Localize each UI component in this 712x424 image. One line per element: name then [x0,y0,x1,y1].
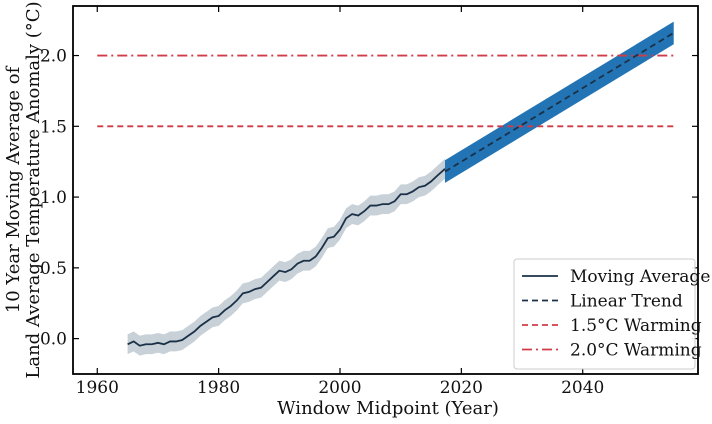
x-tick-label: 2000 [318,378,361,398]
y-tick-label: 1.5 [40,117,67,137]
y-tick-label: 1.0 [40,188,67,208]
moving-average-uncertainty-band [127,158,445,356]
y-axis-label-line1: 10 Year Moving Average of [3,65,24,313]
plot-layer [97,21,675,356]
y-tick-label: 0.5 [40,259,67,279]
x-tick-label: 2040 [561,378,604,398]
y-tick-label: 0.0 [40,330,67,350]
y-axis-label-line2: Land Average Temperature Anomaly (°C) [23,1,44,378]
legend-label-warming-2-0: 2.0°C Warming [570,341,702,361]
legend-label-linear-trend: Linear Trend [570,292,683,312]
legend: Moving Average Linear Trend 1.5°C Warming 2… [513,258,710,370]
axes-frame [72,5,699,375]
x-tick-label: 2020 [440,378,483,398]
x-axis-label: Window Midpoint (Year) [277,398,499,419]
axes-layer: 1960 1980 2000 2020 2040 0.0 0.5 1.0 1.5 2.0 [40,5,699,398]
linear-trend-line [444,32,675,173]
y-tick-label: 2.0 [40,47,67,67]
legend-box [513,258,696,370]
legend-label-warming-1-5: 1.5°C Warming [570,316,702,336]
x-tick-label: 1980 [197,378,240,398]
legend-label-moving-average: Moving Average [570,267,710,287]
moving-average-line [127,168,446,347]
plot-area [97,21,675,356]
x-tick-label: 1960 [76,378,119,398]
